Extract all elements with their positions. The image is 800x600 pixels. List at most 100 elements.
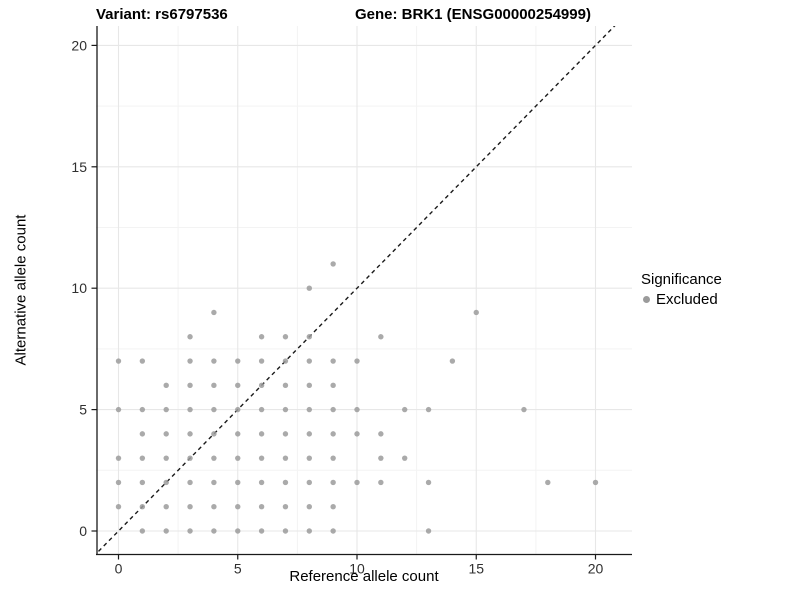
data-point [258, 479, 265, 486]
data-point [115, 455, 122, 461]
data-point [211, 358, 217, 364]
data-point [258, 382, 265, 389]
data-point [187, 358, 193, 364]
x-tick-label: 0 [115, 561, 123, 577]
data-point [139, 528, 146, 534]
data-point [330, 431, 336, 437]
y-tick-label: 10 [71, 280, 87, 296]
data-point [235, 358, 241, 364]
plot-title-variant: Variant: rs6797536 [96, 6, 228, 23]
data-point [354, 431, 360, 437]
y-tick-label: 0 [79, 523, 87, 539]
data-point [354, 479, 360, 486]
data-point [425, 406, 432, 413]
data-point [306, 382, 312, 389]
data-point [282, 358, 289, 364]
data-point [211, 528, 217, 534]
x-tick-label: 5 [234, 561, 242, 577]
data-point [187, 334, 193, 340]
x-tick-label: 15 [468, 561, 484, 577]
data-point [115, 358, 122, 364]
legend-item-excluded: Excluded [641, 291, 722, 308]
data-point [425, 479, 432, 486]
data-point [211, 431, 217, 437]
data-point [425, 528, 432, 534]
y-axis-label: Alternative allele count [12, 214, 30, 366]
data-point [139, 431, 146, 437]
data-point [330, 455, 336, 461]
plot-title-gene: Gene: BRK1 (ENSG00000254999) [355, 6, 591, 23]
data-point [211, 382, 217, 389]
data-point [521, 406, 527, 413]
data-point [306, 406, 312, 413]
data-point [139, 358, 146, 364]
x-axis-label: Reference allele count [289, 568, 439, 585]
data-point [592, 479, 599, 486]
data-point [306, 285, 312, 291]
data-point [235, 455, 241, 461]
data-point [306, 334, 312, 340]
legend-point-icon [643, 296, 650, 303]
data-point [282, 528, 289, 534]
data-point [235, 504, 241, 510]
legend-item-label: Excluded [656, 291, 718, 308]
data-point [402, 455, 408, 461]
data-point [211, 309, 217, 316]
data-point [139, 406, 146, 413]
data-point [235, 382, 241, 389]
data-point [402, 406, 408, 413]
data-point [306, 358, 312, 364]
data-point [258, 455, 265, 461]
data-point [139, 479, 146, 486]
data-point [330, 406, 336, 413]
data-point [282, 334, 289, 340]
data-point [235, 528, 241, 534]
data-point [258, 504, 265, 510]
data-point [306, 479, 312, 486]
data-point [378, 334, 384, 340]
data-point [187, 382, 193, 389]
data-point [235, 431, 241, 437]
y-tick-label: 20 [71, 37, 87, 53]
data-point [282, 455, 289, 461]
data-point [187, 528, 193, 534]
data-point [235, 406, 241, 413]
data-point [211, 455, 217, 461]
data-point [187, 406, 193, 413]
data-point [187, 504, 193, 510]
data-point [187, 455, 193, 461]
data-point [139, 455, 146, 461]
data-point [282, 382, 289, 389]
data-point [354, 358, 360, 364]
data-point [211, 479, 217, 486]
data-point [449, 358, 456, 364]
data-point [163, 528, 169, 534]
data-point [187, 431, 193, 437]
data-point [378, 431, 384, 437]
data-point [330, 382, 336, 389]
legend-title: Significance [641, 271, 722, 288]
data-point [211, 406, 217, 413]
data-point [163, 504, 169, 510]
data-point [282, 431, 289, 437]
data-point [306, 528, 312, 534]
data-point [378, 479, 384, 486]
y-tick-label: 15 [71, 159, 87, 175]
data-point [330, 504, 336, 510]
data-point [282, 406, 289, 413]
data-point [306, 504, 312, 510]
x-tick-label: 20 [588, 561, 604, 577]
data-point [306, 455, 312, 461]
data-point [378, 455, 384, 461]
data-point [258, 406, 265, 413]
data-point [282, 504, 289, 510]
data-point [258, 431, 265, 437]
data-point [282, 479, 289, 486]
data-point [211, 504, 217, 510]
data-point [187, 479, 193, 486]
data-point [330, 528, 336, 534]
legend: Significance Excluded [641, 271, 722, 308]
data-point [163, 382, 169, 389]
